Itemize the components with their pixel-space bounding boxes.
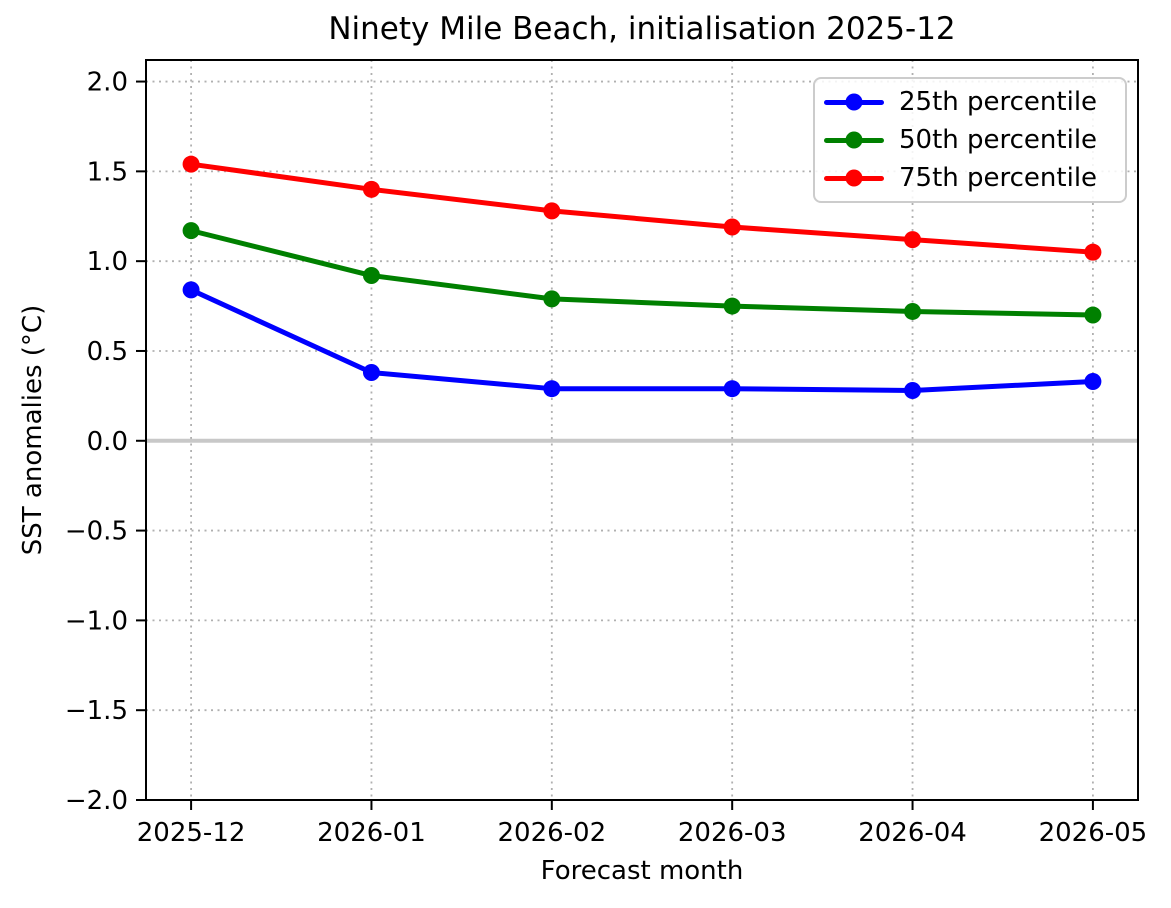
y-tick-label: −2.0: [65, 786, 128, 816]
data-point-75th-percentile-2025-12: [182, 155, 200, 173]
data-point-25th-percentile-2026-02: [543, 380, 561, 398]
y-tick-label: 1.5: [87, 157, 128, 187]
data-point-50th-percentile-2026-04: [904, 302, 922, 320]
data-point-50th-percentile-2026-03: [723, 297, 741, 315]
data-point-25th-percentile-2026-05: [1084, 373, 1102, 391]
x-tick-label: 2026-03: [678, 818, 787, 848]
y-tick-label: 1.0: [87, 247, 128, 277]
y-tick-label: 0.0: [87, 427, 128, 457]
y-tick-label: 2.0: [87, 68, 128, 98]
x-tick-label: 2026-02: [497, 818, 606, 848]
legend-entry-75th-percentile: 75th percentile: [824, 163, 1125, 193]
data-point-50th-percentile-2025-12: [182, 222, 200, 240]
data-point-25th-percentile-2026-04: [904, 381, 922, 399]
legend-line-sample: [824, 93, 884, 111]
legend-marker-icon: [845, 93, 863, 111]
data-point-75th-percentile-2026-04: [904, 231, 922, 249]
data-point-75th-percentile-2026-02: [543, 202, 561, 220]
legend-line-sample: [824, 169, 884, 187]
data-point-75th-percentile-2026-03: [723, 218, 741, 236]
y-tick-label: 0.5: [87, 337, 128, 367]
x-tick-label: 2026-05: [1039, 818, 1148, 848]
series-line-25th-percentile: [188, 287, 1096, 393]
legend-entry-label: 50th percentile: [899, 125, 1098, 155]
axes-spines: [145, 59, 1139, 801]
data-point-25th-percentile-2026-01: [362, 364, 380, 382]
data-point-75th-percentile-2026-05: [1084, 243, 1102, 261]
data-point-25th-percentile-2025-12: [182, 281, 200, 299]
chart-title: Ninety Mile Beach, initialisation 2025-1…: [328, 11, 956, 47]
y-tick-label: −1.0: [65, 606, 128, 636]
legend-entry-50th-percentile: 50th percentile: [824, 125, 1125, 155]
series-line-75th-percentile: [188, 161, 1096, 255]
y-axis-label: SST anomalies (°C): [18, 304, 48, 556]
x-axis-label: Forecast month: [540, 856, 744, 886]
data-point-25th-percentile-2026-03: [723, 380, 741, 398]
x-tick-label: 2026-01: [317, 818, 426, 848]
legend-entry-label: 75th percentile: [899, 163, 1098, 193]
legend-marker-icon: [845, 169, 863, 187]
legend-entry-label: 25th percentile: [899, 87, 1098, 117]
data-point-75th-percentile-2026-01: [362, 180, 380, 198]
series-line-50th-percentile: [188, 228, 1096, 318]
x-tick-label: 2025-12: [137, 818, 246, 848]
data-point-50th-percentile-2026-02: [543, 290, 561, 308]
data-point-50th-percentile-2026-05: [1084, 306, 1102, 324]
legend-entry-25th-percentile: 25th percentile: [824, 87, 1125, 117]
legend-marker-icon: [845, 131, 863, 149]
x-tick-label: 2026-04: [858, 818, 967, 848]
y-tick-label: −0.5: [65, 517, 128, 547]
data-point-50th-percentile-2026-01: [362, 267, 380, 285]
y-tick-label: −1.5: [65, 696, 128, 726]
legend: 25th percentile 50th percentile 75th perce…: [813, 77, 1127, 203]
legend-line-sample: [824, 131, 884, 149]
